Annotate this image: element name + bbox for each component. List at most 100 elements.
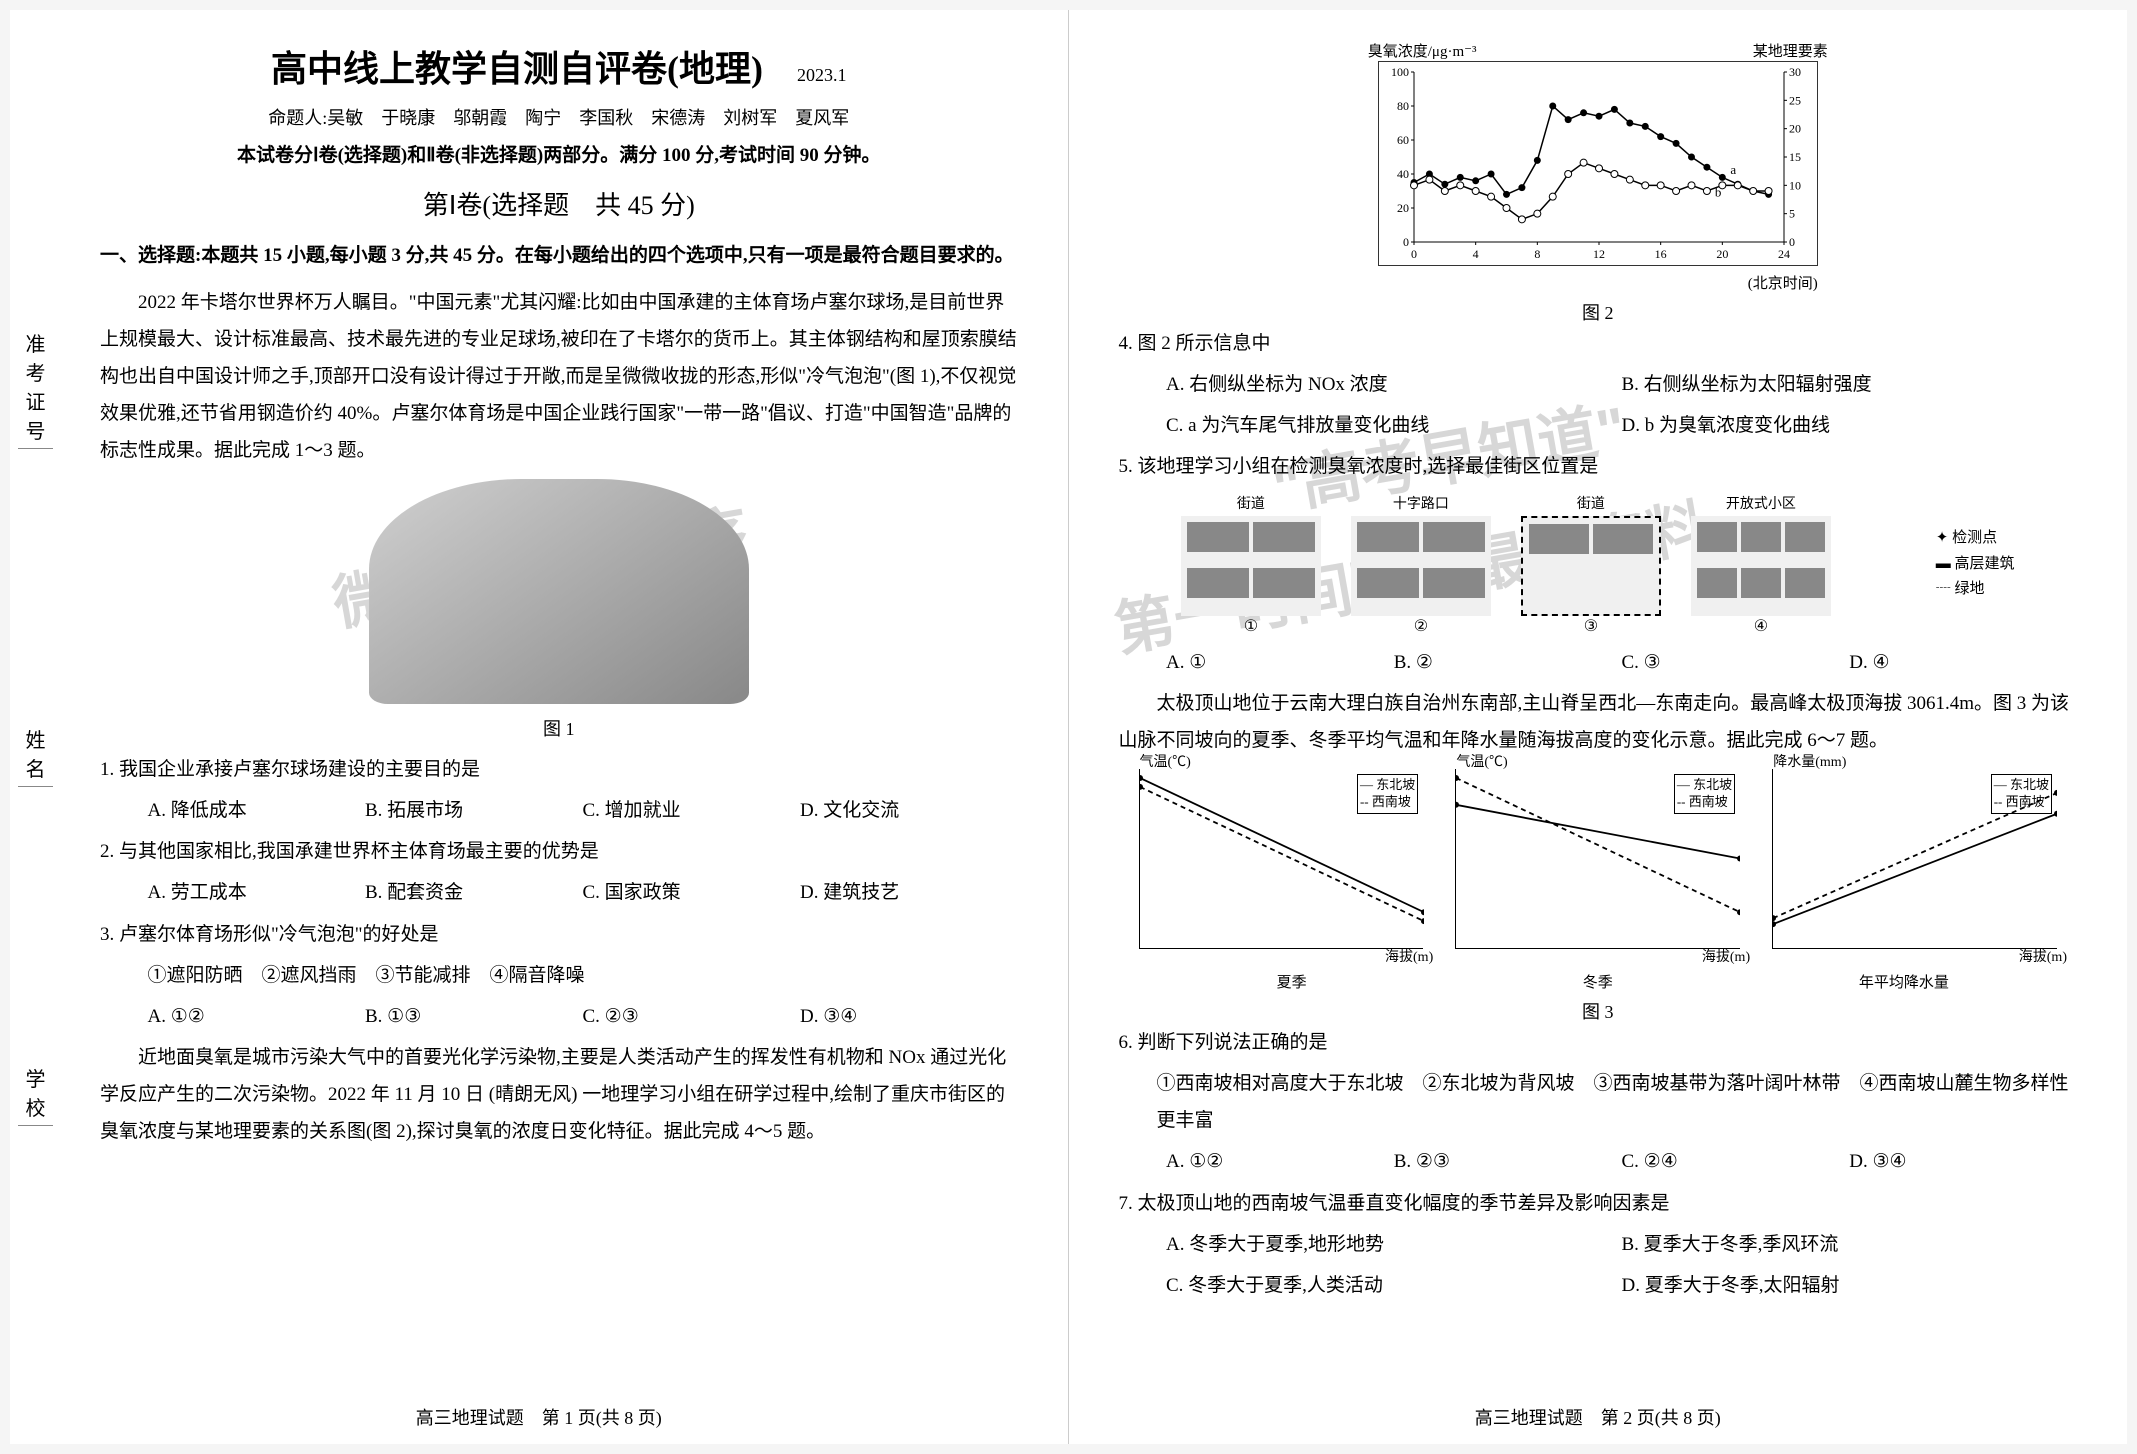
diag-street-3: 街道 (1521, 493, 1661, 513)
chart3-sub2: 气温(℃) 海拔(m) — 东北坡-- 西南坡 (1455, 769, 1740, 949)
q3-sub: ①遮阳防晒 ②遮风挡雨 ③节能减排 ④隔音降噪 (100, 957, 1018, 994)
chart3-sub1: 气温(℃) 海拔(m) — 东北坡-- 西南坡 (1139, 769, 1424, 949)
passage-3: 太极顶山地位于云南大理白族自治州东南部,主山脊呈西北—东南走向。最高峰太极顶海拔… (1119, 685, 2078, 759)
q3-stem: 3. 卢塞尔体育场形似"冷气泡泡"的好处是 (100, 916, 1018, 953)
svg-text:100: 100 (1391, 65, 1409, 79)
authors-list: 吴敏 于晓康 邬朝霞 陶宁 李国秋 宋德涛 刘树军 夏风军 (327, 108, 849, 128)
q1-a: A. 降低成本 (148, 792, 366, 829)
svg-text:30: 30 (1789, 65, 1801, 79)
authors-prefix: 命题人: (268, 108, 327, 128)
q6-b: B. ②③ (1394, 1143, 1622, 1180)
q3-c: C. ②③ (583, 998, 801, 1035)
label-examid: 准考证号 (18, 328, 53, 449)
diag-street-1: 街道 (1181, 493, 1321, 513)
opt-3: ③ (1521, 616, 1661, 636)
c3s1-yl: 气温(℃) (1140, 751, 1191, 771)
title-row: 高中线上教学自测自评卷(地理) 2023.1 (100, 40, 1018, 92)
q6-sub: ①西南坡相对高度大于东北坡 ②东北坡为背风坡 ③西南坡基带为落叶阔叶林带 ④西南… (1119, 1065, 2078, 1139)
chart2-yright: 某地理要素 (1753, 40, 1828, 61)
q2-stem: 2. 与其他国家相比,我国承建世界杯主体育场最主要的优势是 (100, 833, 1018, 870)
q5-a: A. ① (1166, 644, 1394, 681)
q1-d: D. 文化交流 (800, 792, 1018, 829)
c3s3-yl: 降水量(mm) (1773, 751, 1846, 771)
svg-text:12: 12 (1593, 247, 1605, 261)
q6-d: D. ③④ (1849, 1143, 2077, 1180)
opt-2: ② (1351, 616, 1491, 636)
legend-point: ✦ 检测点 (1936, 526, 2015, 552)
svg-text:15: 15 (1789, 150, 1801, 164)
binding-labels: 准考证号 姓名 学校 (18, 10, 53, 1444)
svg-text:4: 4 (1472, 247, 1478, 261)
svg-text:8: 8 (1534, 247, 1540, 261)
chart-2: 02040608010005101520253004812162024ab (1378, 61, 1818, 266)
q2-options: A. 劳工成本 B. 配套资金 C. 国家政策 D. 建筑技艺 (100, 874, 1018, 911)
chart2-yleft: 臭氧浓度/μg·m⁻³ (1368, 40, 1477, 61)
mc-intro: 一、选择题:本题共 15 小题,每小题 3 分,共 45 分。在每小题给出的四个… (100, 238, 1018, 274)
c3s2-xa: 海拔(m) (1702, 946, 1750, 966)
street-block-4 (1691, 516, 1831, 616)
q5-c: C. ③ (1622, 644, 1850, 681)
svg-text:10: 10 (1789, 178, 1801, 192)
svg-text:0: 0 (1411, 247, 1417, 261)
q4-options-2: C. a 为汽车尾气排放量变化曲线 D. b 为臭氧浓度变化曲线 (1119, 407, 2078, 444)
c3s1-xa: 海拔(m) (1385, 946, 1433, 966)
chart2-svg: 02040608010005101520253004812162024ab (1379, 62, 1817, 265)
q4-b: B. 右侧纵坐标为太阳辐射强度 (1622, 366, 2078, 403)
opt-4: ④ (1691, 616, 1831, 636)
figure-2-caption: 图 2 (1119, 299, 2078, 325)
svg-text:80: 80 (1397, 99, 1409, 113)
opt-1: ① (1181, 616, 1321, 636)
q6-c: C. ②④ (1622, 1143, 1850, 1180)
figure-1-image (369, 479, 749, 704)
q6-a: A. ①② (1166, 1143, 1394, 1180)
svg-text:0: 0 (1403, 235, 1409, 249)
q3-a: A. ①② (148, 998, 366, 1035)
q3-d: D. ③④ (800, 998, 1018, 1035)
q5-legend: ✦ 检测点 ▬ 高层建筑 ┈ 绿地 (1936, 526, 2015, 603)
authors: 命题人:吴敏 于晓康 邬朝霞 陶宁 李国秋 宋德涛 刘树军 夏风军 (100, 104, 1018, 130)
passage-1: 2022 年卡塔尔世界杯万人瞩目。"中国元素"尤其闪耀:比如由中国承建的主体育场… (100, 284, 1018, 469)
q5-options: A. ① B. ② C. ③ D. ④ (1119, 644, 2078, 681)
date: 2023.1 (797, 65, 847, 85)
page-spread: 微信搜索小程序 "高考早知道" 第一时间获取最新资料 准考证号 姓名 学校 高中… (10, 10, 2127, 1444)
figure-3-caption: 图 3 (1119, 998, 2078, 1024)
c3s1-xl: 夏季 (1149, 971, 1434, 992)
q7-d: D. 夏季大于冬季,太阳辐射 (1622, 1267, 2078, 1304)
q6-stem: 6. 判断下列说法正确的是 (1119, 1024, 2078, 1061)
q4-options-1: A. 右侧纵坐标为 NOx 浓度 B. 右侧纵坐标为太阳辐射强度 (1119, 366, 2078, 403)
q3-b: B. ①③ (365, 998, 583, 1035)
c3s2-xl: 冬季 (1455, 971, 1740, 992)
section-1-header: 第Ⅰ卷(选择题 共 45 分) (100, 185, 1018, 222)
diag-open: 开放式小区 (1691, 493, 1831, 513)
q7-options-2: C. 冬季大于夏季,人类活动 D. 夏季大于冬季,太阳辐射 (1119, 1267, 2078, 1304)
q4-stem: 4. 图 2 所示信息中 (1119, 325, 2078, 362)
svg-text:20: 20 (1789, 122, 1801, 136)
q5-b: B. ② (1394, 644, 1622, 681)
legend-green: ┈ 绿地 (1936, 577, 2015, 603)
footer-right: 高三地理试题 第 2 页(共 8 页) (1069, 1404, 2128, 1430)
figure-2: 臭氧浓度/μg·m⁻³ 某地理要素 0204060801000510152025… (1119, 40, 2078, 325)
svg-text:a: a (1730, 162, 1736, 177)
svg-text:20: 20 (1716, 247, 1728, 261)
instructions: 本试卷分Ⅰ卷(选择题)和Ⅱ卷(非选择题)两部分。满分 100 分,考试时间 90… (100, 140, 1018, 167)
label-name: 姓名 (18, 724, 53, 787)
street-block-3 (1521, 516, 1661, 616)
svg-text:b: b (1715, 185, 1722, 200)
main-title: 高中线上教学自测自评卷(地理) (271, 49, 763, 89)
q2-c: C. 国家政策 (583, 874, 801, 911)
q3-options: A. ①② B. ①③ C. ②③ D. ③④ (100, 998, 1018, 1035)
q2-d: D. 建筑技艺 (800, 874, 1018, 911)
svg-text:5: 5 (1789, 207, 1795, 221)
svg-text:40: 40 (1397, 167, 1409, 181)
q1-options: A. 降低成本 B. 拓展市场 C. 增加就业 D. 文化交流 (100, 792, 1018, 829)
svg-text:16: 16 (1654, 247, 1666, 261)
q7-b: B. 夏季大于冬季,季风环流 (1622, 1226, 2078, 1263)
q4-c: C. a 为汽车尾气排放量变化曲线 (1166, 407, 1622, 444)
page-2: 臭氧浓度/μg·m⁻³ 某地理要素 0204060801000510152025… (1069, 10, 2128, 1444)
q4-d: D. b 为臭氧浓度变化曲线 (1622, 407, 2078, 444)
q2-b: B. 配套资金 (365, 874, 583, 911)
passage-2: 近地面臭氧是城市污染大气中的首要光化学污染物,主要是人类活动产生的挥发性有机物和… (100, 1039, 1018, 1150)
svg-text:24: 24 (1778, 247, 1790, 261)
page-1: 准考证号 姓名 学校 高中线上教学自测自评卷(地理) 2023.1 命题人:吴敏… (10, 10, 1069, 1444)
q7-stem: 7. 太极顶山地的西南坡气温垂直变化幅度的季节差异及影响因素是 (1119, 1185, 2078, 1222)
